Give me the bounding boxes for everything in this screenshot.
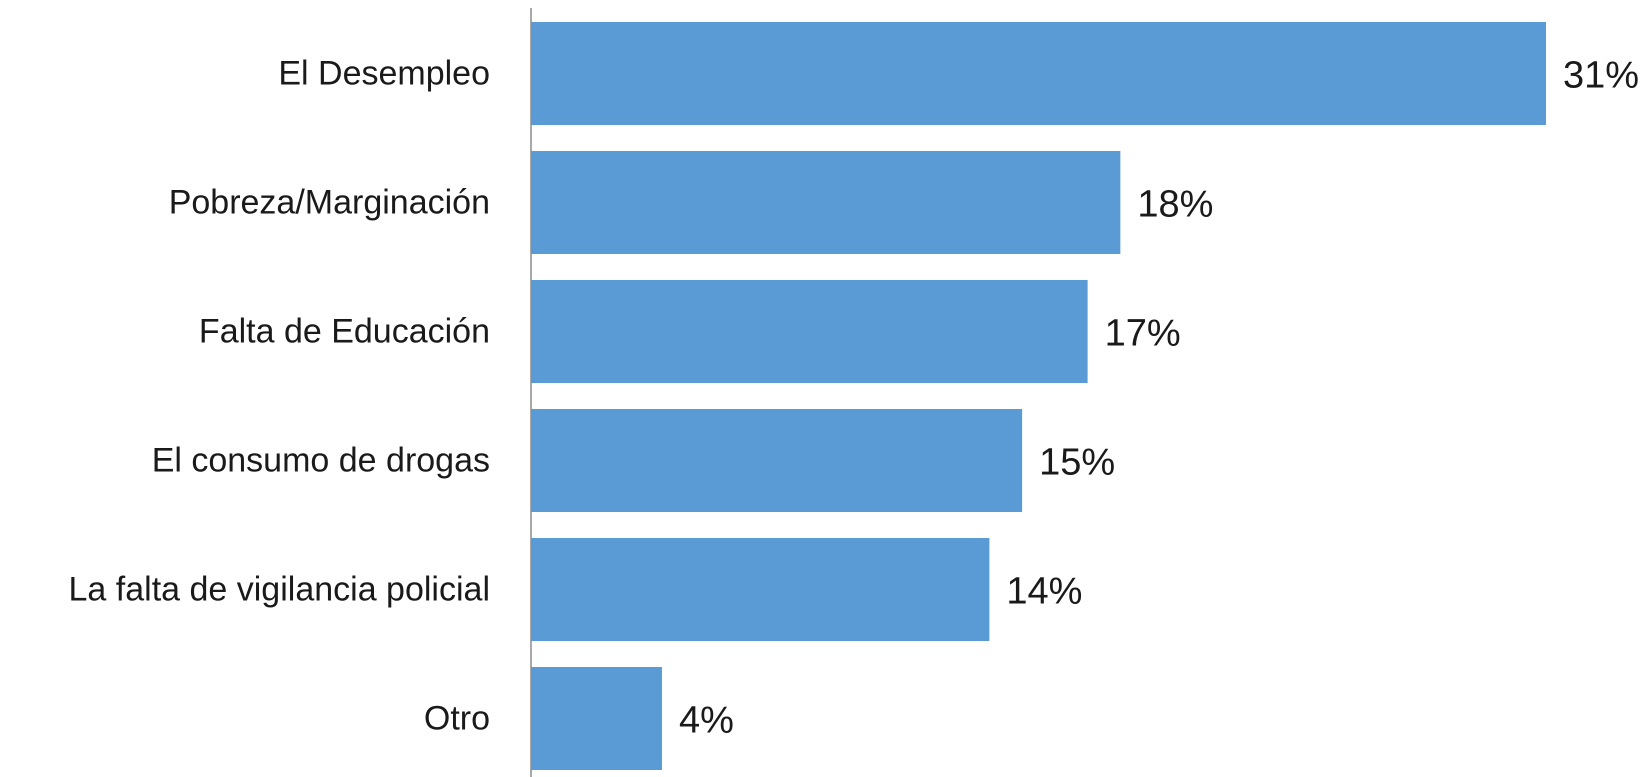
bar-pobreza-marginacion xyxy=(531,151,1121,254)
value-label-la-falta-de-vigilancia-policial: 14% xyxy=(1006,571,1082,613)
category-label-pobreza-marginacion: Pobreza/Marginación xyxy=(169,184,490,222)
category-label-el-desempleo: El Desempleo xyxy=(278,55,490,93)
bar-falta-de-educacion xyxy=(531,280,1088,383)
category-label-el-consumo-de-drogas: El consumo de drogas xyxy=(152,442,490,480)
bar-el-desempleo xyxy=(531,22,1546,125)
value-label-falta-de-educacion: 17% xyxy=(1105,313,1181,355)
value-label-el-desempleo: 31% xyxy=(1563,55,1639,97)
category-label-la-falta-de-vigilancia-policial: La falta de vigilancia policial xyxy=(69,571,490,609)
category-label-falta-de-educacion: Falta de Educación xyxy=(199,313,490,351)
value-label-el-consumo-de-drogas: 15% xyxy=(1039,442,1115,484)
bar-otro xyxy=(531,667,662,770)
value-label-otro: 4% xyxy=(679,700,734,742)
category-label-otro: Otro xyxy=(424,700,490,738)
value-labels: 31% 18% 17% 15% 14% 4% xyxy=(679,55,1639,742)
category-labels: El Desempleo Pobreza/Marginación Falta de … xyxy=(69,55,490,738)
bars xyxy=(531,22,1546,770)
value-label-pobreza-marginacion: 18% xyxy=(1137,184,1213,226)
bar-el-consumo-de-drogas xyxy=(531,409,1023,512)
bar-la-falta-de-vigilancia-policial xyxy=(531,538,990,641)
